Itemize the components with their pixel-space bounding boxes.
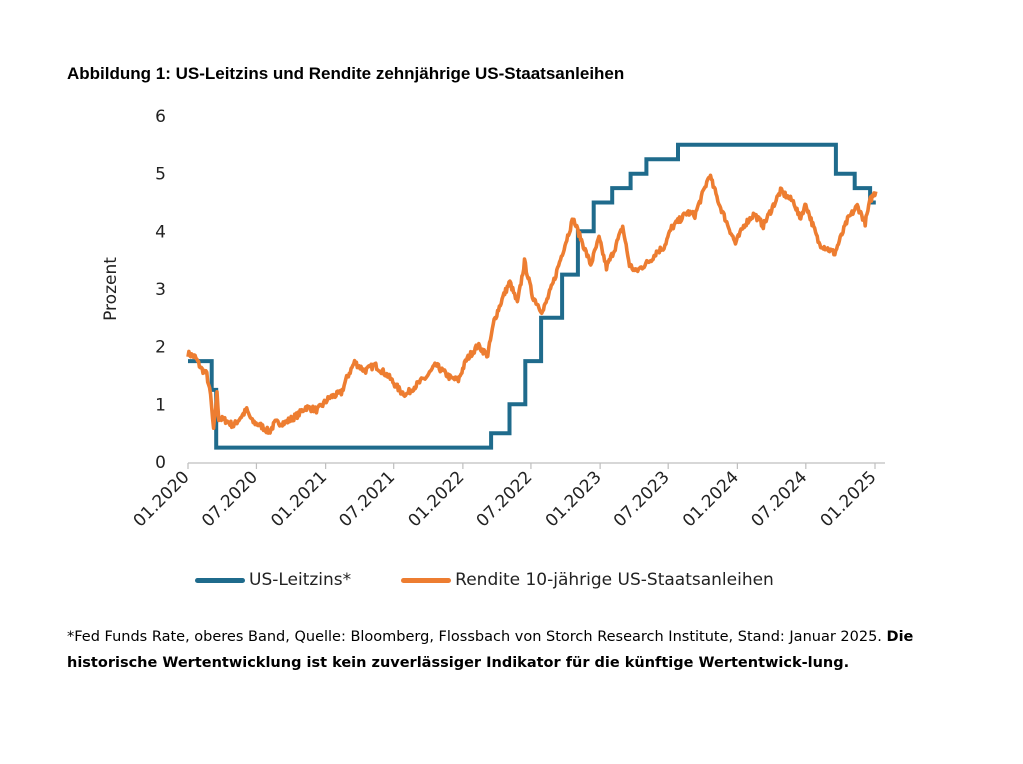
x-tick-label: 01.2024 bbox=[679, 467, 743, 531]
x-tick-label: 01.2022 bbox=[405, 467, 469, 531]
y-tick-label: 5 bbox=[155, 165, 166, 185]
x-tick-label: 07.2021 bbox=[335, 467, 399, 531]
y-tick-label: 2 bbox=[155, 338, 166, 358]
footnote: *Fed Funds Rate, oberes Band, Quelle: Bl… bbox=[67, 624, 957, 676]
x-tick-label: 01.2021 bbox=[267, 467, 331, 531]
y-tick-label: 1 bbox=[155, 395, 166, 415]
x-tick-label: 01.2025 bbox=[817, 467, 881, 531]
y-tick-label: 4 bbox=[155, 222, 166, 242]
chart-legend: US-Leitzins* Rendite 10-jährige US-Staat… bbox=[195, 570, 824, 590]
footnote-disclaimer: Die historische Wertentwicklung ist kein… bbox=[67, 629, 914, 671]
x-tick-label: 01.2023 bbox=[542, 467, 606, 531]
legend-item-leitzins: US-Leitzins* bbox=[195, 570, 351, 590]
series-line-leitzins bbox=[188, 142, 876, 450]
x-tick-label: 07.2022 bbox=[473, 467, 537, 531]
legend-swatch-leitzins bbox=[195, 577, 245, 583]
series-line-rendite bbox=[186, 173, 878, 435]
chart-series bbox=[186, 142, 878, 450]
y-tick-label: 0 bbox=[155, 453, 166, 473]
y-axis-label: Prozent bbox=[101, 257, 121, 321]
y-tick-label: 3 bbox=[155, 280, 166, 300]
legend-swatch-rendite bbox=[401, 577, 452, 583]
x-tick-label: 07.2023 bbox=[610, 467, 674, 531]
legend-label-rendite: Rendite 10-jährige US-Staatsanleihen bbox=[455, 570, 774, 590]
x-tick-label: 01.2020 bbox=[130, 467, 194, 531]
footnote-source: *Fed Funds Rate, oberes Band, Quelle: Bl… bbox=[67, 629, 882, 645]
legend-label-leitzins: US-Leitzins* bbox=[249, 570, 352, 590]
x-tick-label: 07.2024 bbox=[747, 467, 811, 531]
x-tick-label: 07.2020 bbox=[198, 467, 262, 531]
chart-title: Abbildung 1: US-Leitzins und Rendite zeh… bbox=[67, 64, 625, 83]
legend-item-rendite: Rendite 10-jährige US-Staatsanleihen bbox=[401, 570, 774, 590]
y-tick-label: 6 bbox=[155, 107, 166, 127]
